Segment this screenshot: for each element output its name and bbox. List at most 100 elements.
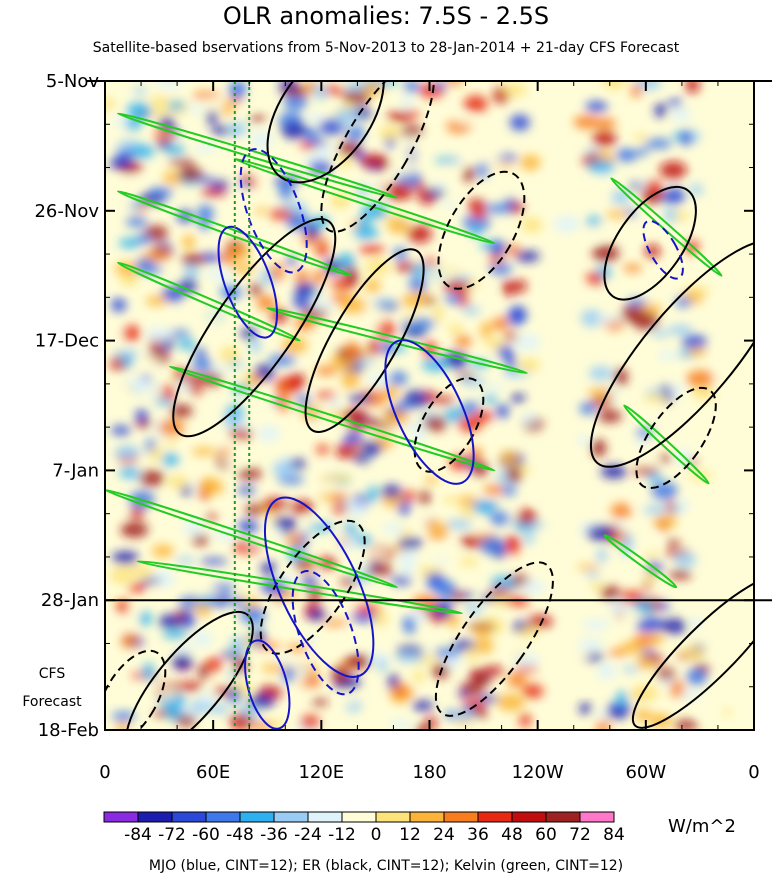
anomaly-blob xyxy=(139,578,161,585)
chart-subtitle: Satellite-based bservations from 5-Nov-2… xyxy=(92,40,680,56)
anomaly-blob xyxy=(301,283,315,296)
anomaly-blob xyxy=(338,252,355,269)
anomaly-blob xyxy=(488,262,512,275)
x-tick-label: 60E xyxy=(196,762,230,783)
anomaly-blob xyxy=(424,475,439,484)
colorbar-label: -12 xyxy=(328,825,356,845)
anomaly-blob xyxy=(483,484,506,495)
anomaly-blob xyxy=(644,570,659,581)
colorbar-label: 48 xyxy=(501,825,523,845)
colorbar-swatch xyxy=(375,811,411,823)
anomaly-blob xyxy=(638,304,663,315)
anomaly-blob xyxy=(468,136,486,154)
anomaly-blob xyxy=(249,338,261,354)
anomaly-blob xyxy=(203,588,221,598)
anomaly-blob xyxy=(467,284,495,301)
anomaly-blob xyxy=(643,393,669,403)
anomaly-blob xyxy=(484,204,512,214)
anomaly-blob xyxy=(164,145,186,155)
anomaly-blob xyxy=(434,157,461,164)
anomaly-blob xyxy=(125,216,148,228)
anomaly-blob xyxy=(373,298,395,307)
anomaly-blob xyxy=(301,575,318,587)
anomaly-blob xyxy=(107,162,135,169)
anomaly-blob xyxy=(347,394,374,403)
anomaly-blob xyxy=(667,539,680,547)
anomaly-blob xyxy=(659,161,687,179)
anomaly-blob xyxy=(509,305,527,324)
anomaly-blob xyxy=(228,81,248,100)
anomaly-blob xyxy=(308,609,327,621)
colorbar-swatch xyxy=(103,811,139,823)
anomaly-blob xyxy=(138,470,165,487)
anomaly-blob xyxy=(281,337,308,354)
anomaly-blob xyxy=(126,606,138,620)
mjo-contour xyxy=(384,339,475,485)
anomaly-blob xyxy=(151,544,174,558)
anomaly-blob xyxy=(323,479,337,496)
anomaly-blob xyxy=(401,490,416,502)
anomaly-blob xyxy=(680,130,692,146)
anomaly-blob xyxy=(485,337,505,349)
anomaly-blob xyxy=(636,436,647,447)
anomaly-blob xyxy=(381,485,402,499)
anomaly-blob xyxy=(592,244,620,262)
anomaly-blob xyxy=(308,139,328,147)
anomaly-blob xyxy=(145,295,168,306)
anomaly-blob xyxy=(571,647,592,660)
anomaly-blob xyxy=(294,269,309,283)
anomaly-blob xyxy=(183,262,199,279)
anomaly-blob xyxy=(520,412,537,426)
anomaly-blob xyxy=(577,435,589,446)
colorbar-label: 72 xyxy=(569,825,591,845)
anomaly-blob xyxy=(626,298,648,306)
anomaly-blob xyxy=(506,467,522,483)
anomaly-blob xyxy=(408,276,428,292)
anomaly-blob xyxy=(597,314,624,324)
anomaly-blob xyxy=(460,534,480,549)
er-contour xyxy=(635,386,717,490)
anomaly-blob xyxy=(194,142,218,153)
anomaly-blob xyxy=(517,358,541,372)
anomaly-blob xyxy=(343,432,363,446)
y-tick-label: 7-Jan xyxy=(52,460,99,481)
anomaly-blob xyxy=(446,519,473,530)
anomaly-blob xyxy=(180,681,203,692)
anomaly-blob xyxy=(657,351,680,360)
anomaly-blob xyxy=(580,309,603,327)
anomaly-blob xyxy=(523,531,535,545)
anomaly-blob xyxy=(721,708,732,716)
anomaly-blob xyxy=(579,703,592,715)
anomaly-blob xyxy=(495,404,510,418)
anomaly-blob xyxy=(499,450,519,466)
anomaly-blob xyxy=(509,202,524,214)
anomaly-blob xyxy=(119,467,140,479)
anomaly-blob xyxy=(219,346,240,363)
anomaly-blob xyxy=(342,90,370,104)
colorbar-label: 0 xyxy=(371,825,382,845)
anomaly-blob xyxy=(610,503,632,519)
anomaly-blob xyxy=(289,500,315,515)
kelvin-contour xyxy=(168,365,496,472)
anomaly-blob xyxy=(172,653,193,671)
anomaly-blob xyxy=(458,690,469,698)
anomaly-blob xyxy=(432,396,456,405)
anomaly-blob xyxy=(345,654,371,669)
er-contour xyxy=(266,81,385,184)
anomaly-blob xyxy=(156,81,182,89)
anomaly-blob xyxy=(582,619,610,630)
anomaly-blob xyxy=(248,375,263,384)
anomaly-blob xyxy=(328,492,348,503)
anomaly-blob xyxy=(488,511,511,526)
anomaly-blob xyxy=(420,512,432,526)
anomaly-blob xyxy=(432,304,444,322)
anomaly-blob xyxy=(586,525,614,541)
anomaly-blob xyxy=(192,534,209,546)
anomaly-blob xyxy=(254,207,268,215)
anomaly-blob xyxy=(476,162,489,178)
anomaly-blob xyxy=(367,486,379,502)
anomaly-blob xyxy=(386,452,406,465)
anomaly-blob xyxy=(394,262,416,272)
anomaly-blob xyxy=(239,607,266,624)
anomaly-blob xyxy=(167,101,186,111)
